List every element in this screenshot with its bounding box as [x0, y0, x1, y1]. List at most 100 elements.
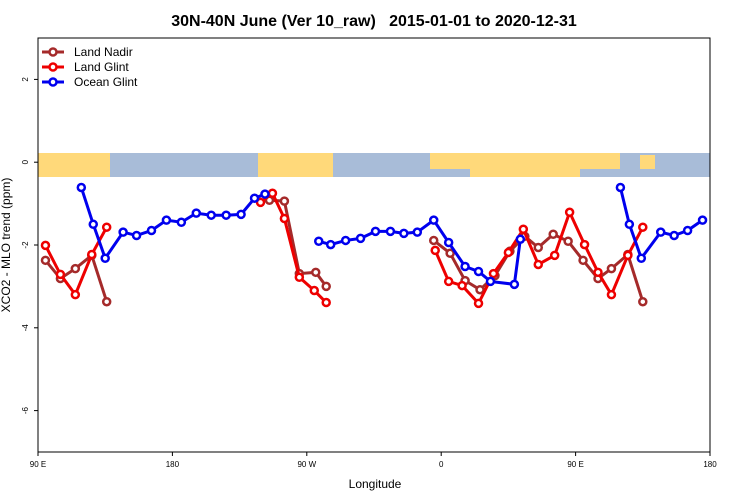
data-point: [655, 227, 666, 237]
x-tick-label: 0: [439, 460, 444, 469]
data-point: [669, 230, 679, 241]
plot-frame: [37, 37, 711, 453]
data-point: [311, 267, 321, 278]
x-tick-label: 180: [703, 460, 717, 469]
data-point: [355, 233, 366, 244]
data-point: [533, 259, 544, 270]
data-point: [40, 240, 51, 251]
x-axis-label: Longitude: [349, 477, 402, 491]
x-tick-label: 90 E: [30, 460, 46, 469]
legend-label: Land Nadir: [74, 45, 133, 59]
data-point: [563, 236, 573, 247]
data-point: [76, 182, 87, 193]
data-point: [249, 193, 260, 203]
map-strip: [38, 153, 710, 177]
data-point: [428, 215, 439, 225]
data-point: [294, 272, 305, 283]
data-point: [131, 230, 142, 241]
data-point: [606, 263, 617, 274]
data-point: [385, 226, 396, 237]
y-tick-label: -2: [21, 241, 30, 249]
data-point: [457, 280, 467, 291]
data-point: [503, 247, 514, 258]
data-point: [636, 253, 647, 263]
data-point: [313, 236, 324, 247]
y-tick-label: -4: [21, 324, 30, 332]
data-point: [624, 219, 635, 230]
data-point: [615, 182, 626, 193]
legend-marker: [48, 77, 58, 87]
data-point: [101, 296, 112, 307]
data-point: [309, 285, 320, 296]
data-point: [279, 213, 290, 224]
y-axis-label: XCO2 - MLO trend (ppm): [0, 178, 13, 313]
data-point: [515, 234, 526, 244]
data-point: [697, 215, 708, 225]
data-point: [428, 235, 439, 246]
data-point: [370, 226, 381, 237]
data-point: [255, 197, 266, 208]
legend-label: Land Glint: [74, 60, 129, 74]
data-point: [473, 298, 484, 309]
data-point: [473, 266, 484, 277]
x-tick-label: 90 E: [567, 460, 583, 469]
data-point: [118, 227, 128, 237]
data-point: [267, 188, 278, 198]
data-point: [443, 237, 454, 248]
data-point: [321, 281, 331, 292]
y-tick-label: 2: [21, 77, 30, 82]
legend-marker: [48, 47, 58, 57]
data-point: [518, 224, 529, 235]
data-point: [638, 222, 648, 232]
data-point: [509, 279, 520, 290]
data-point: [146, 225, 157, 236]
data-point: [279, 196, 290, 206]
data-point: [579, 239, 590, 250]
x-tick-label: 180: [166, 460, 180, 469]
data-point: [430, 245, 440, 256]
data-point: [321, 297, 331, 308]
data-point: [191, 208, 202, 218]
data-point: [206, 210, 216, 220]
data-point: [443, 276, 454, 287]
data-point: [221, 210, 231, 220]
data-point: [445, 248, 455, 259]
data-point: [70, 263, 81, 274]
data-point: [606, 289, 617, 300]
data-point: [325, 239, 336, 250]
data-point: [533, 242, 544, 253]
chart-title: 30N-40N June (Ver 10_raw) 2015-01-01 to …: [171, 13, 577, 30]
data-point: [176, 217, 187, 227]
y-tick-label: 0: [21, 159, 30, 164]
data-point: [40, 255, 51, 266]
data-point: [548, 229, 558, 239]
data-point: [488, 268, 499, 279]
data-point: [55, 269, 66, 280]
data-point: [578, 255, 588, 266]
data-point: [88, 219, 99, 230]
legend-label: Ocean Glint: [74, 75, 138, 89]
data-point: [236, 209, 246, 220]
data-point: [485, 276, 496, 287]
data-point: [623, 250, 633, 261]
data-point: [564, 207, 575, 218]
data-point: [638, 296, 648, 307]
data-point: [70, 289, 81, 300]
data-point: [460, 261, 470, 272]
data-point: [549, 250, 560, 261]
data-point: [161, 215, 172, 225]
data-point: [101, 222, 112, 232]
data-point: [340, 235, 351, 246]
data-point: [593, 267, 603, 278]
data-point: [100, 253, 110, 263]
y-tick-label: -6: [21, 406, 30, 414]
data-point: [87, 249, 97, 260]
x-tick-label: 90 W: [297, 460, 316, 469]
data-point: [475, 284, 485, 295]
legend-marker: [48, 62, 58, 72]
data-point: [412, 227, 423, 237]
data-point: [260, 189, 270, 199]
series-line: [44, 190, 645, 306]
data-point: [399, 228, 409, 239]
